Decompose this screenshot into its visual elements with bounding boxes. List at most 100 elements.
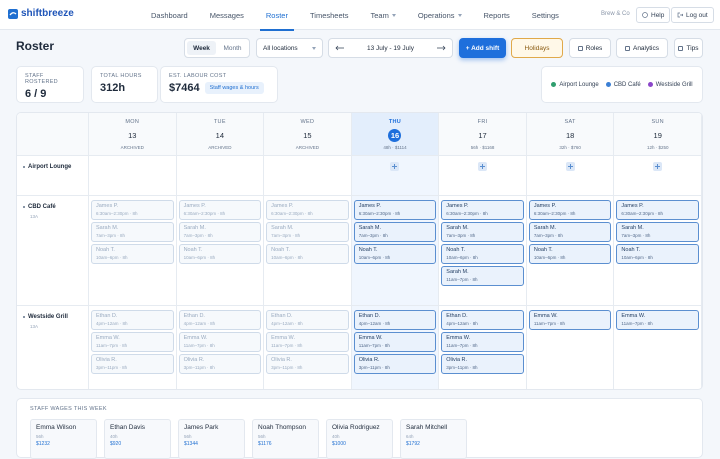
shift-staff: Olivia R. — [358, 357, 380, 363]
roster-cell: James P. 6:30am–2:30pm · 8h Sarah M. 7am–3p… — [176, 196, 265, 306]
wage-amount: $1792 — [406, 441, 420, 447]
nav-link[interactable]: Operations — [407, 0, 473, 30]
shift-card[interactable]: Emma W. 11am–7pm · 8h — [441, 332, 524, 352]
action-button[interactable]: + Add shift — [459, 38, 506, 58]
day-header: FRI 17 56h · $1168 — [439, 113, 527, 156]
shift-time: 3pm–11pm · 8h — [446, 365, 478, 370]
shift-card[interactable]: Noah T. 10am–6pm · 8h — [616, 244, 699, 264]
shift-card[interactable]: Ethan D. 4pm–12am · 8h — [441, 310, 524, 330]
brand[interactable]: shiftbreeze — [8, 8, 74, 19]
nav-link[interactable]: Dashboard — [140, 0, 199, 30]
shift-card[interactable]: James P. 6:30am–2:30pm · 8h — [528, 200, 612, 220]
shift-staff: James P. — [533, 203, 557, 209]
shift-staff: Sarah M. — [446, 269, 469, 275]
nav-link[interactable]: Settings — [521, 0, 570, 30]
shift-time: 11am–7pm · 8h — [533, 321, 566, 326]
location-name: CBD Café — [23, 204, 82, 210]
shift-card[interactable]: Sarah M. 7am–3pm · 8h — [616, 222, 699, 242]
roster-cell: James P. 6:30am–2:30pm · 8h Sarah M. 7am–3p… — [89, 196, 177, 306]
shift-card[interactable]: Emma W. 11am–7pm · 8h — [353, 332, 437, 352]
shift-staff: James P. — [621, 203, 644, 209]
legend-item: Westside Grill — [647, 82, 693, 88]
add-shift-button[interactable] — [653, 162, 663, 171]
action-label: + Add shift — [465, 44, 500, 52]
roster-cell: James P. 6:30am–2:30pm · 8h Sarah M. 7am–3p… — [351, 196, 440, 306]
location-filter[interactable]: All locations — [256, 38, 323, 58]
shift-card[interactable]: Sarah M. 7am–3pm · 8h — [353, 222, 437, 242]
shift-card: James P. 6:30am–2:30pm · 8h — [178, 200, 262, 220]
shift-list: James P. 6:30am–2:30pm · 8h Sarah M. 7am–3p… — [439, 196, 526, 290]
nav-link-label: Dashboard — [151, 10, 188, 20]
action-button[interactable]: Roles — [569, 38, 611, 58]
shift-card[interactable]: Olivia R. 3pm–11pm · 8h — [353, 354, 437, 374]
next-week[interactable] — [436, 45, 446, 51]
logout-icon — [677, 12, 683, 18]
shift-staff: Ethan D. — [446, 313, 468, 319]
shift-card[interactable]: Sarah M. 11am–7pm · 8h — [441, 266, 524, 286]
shift-card[interactable]: James P. 6:30am–2:30pm · 8h — [353, 200, 437, 220]
action-button[interactable]: Holidays — [511, 38, 563, 58]
nav-link[interactable]: Reports — [473, 0, 521, 30]
roster-cell — [526, 156, 615, 196]
shift-card: Emma W. 11am–7pm · 8h — [266, 332, 349, 352]
shift-card[interactable]: Sarah M. 7am–3pm · 8h — [441, 222, 524, 242]
roster-grid: MON 13 ARCHIVED TUE 14 ARCHIVED WED 15 ARCHIVED T… — [16, 112, 703, 390]
shift-card: Noah T. 10am–6pm · 8h — [178, 244, 262, 264]
shift-time: 10am–6pm · 8h — [621, 255, 653, 260]
nav-link[interactable]: Roster — [255, 0, 299, 31]
add-shift-button[interactable] — [390, 162, 400, 171]
shift-list: Emma W. 11am–7pm · 8h — [527, 306, 614, 334]
shift-card[interactable]: Sarah M. 7am–3pm · 8h — [528, 222, 612, 242]
location-label-cell: CBD Café 13A — [17, 196, 89, 306]
shift-card[interactable]: Noah T. 10am–6pm · 8h — [441, 244, 524, 264]
nav-link-label: Operations — [417, 10, 455, 20]
shift-staff: Noah T. — [533, 247, 553, 253]
prev-week[interactable] — [335, 45, 345, 51]
shift-time: 10am–6pm · 8h — [358, 255, 391, 260]
dropdown-caret — [391, 13, 396, 17]
shift-card[interactable]: Emma W. 11am–7pm · 8h — [528, 310, 612, 330]
shift-card[interactable]: James P. 6:30am–2:30pm · 8h — [616, 200, 699, 220]
roster-cell — [351, 156, 440, 196]
action-button[interactable]: Tips — [674, 38, 703, 58]
shift-card[interactable]: Ethan D. 4pm–12am · 8h — [353, 310, 437, 330]
shift-time: 11am–7pm · 8h — [446, 343, 478, 348]
legend-label: Airport Lounge — [559, 81, 599, 88]
shift-card[interactable]: Emma W. 11am–7pm · 8h — [616, 310, 699, 330]
shift-staff: Noah T. — [96, 247, 115, 253]
shift-time: 6:30am–2:30pm · 8h — [533, 211, 576, 216]
shift-card[interactable]: Noah T. 10am–6pm · 8h — [353, 244, 437, 264]
roster-cell — [176, 156, 265, 196]
logout-button[interactable]: Log out — [671, 7, 714, 23]
shift-staff: Olivia R. — [271, 357, 292, 363]
add-shift-button[interactable] — [478, 162, 488, 171]
shift-card[interactable]: Olivia R. 3pm–11pm · 8h — [441, 354, 524, 374]
wage-amount: $1232 — [36, 441, 50, 447]
wage-hours: 56h — [258, 434, 266, 439]
stat-badge[interactable]: Staff wages & hours — [204, 82, 264, 94]
nav-link[interactable]: Team — [359, 0, 406, 30]
day-of-week: THU — [388, 119, 402, 125]
nav-link[interactable]: Timesheets — [299, 0, 360, 30]
help-label: Help — [651, 11, 665, 19]
shift-staff: Ethan D. — [183, 313, 205, 319]
logout-label: Log out — [686, 11, 708, 19]
dropdown-caret — [312, 46, 316, 50]
brand-name: shiftbreeze — [21, 8, 74, 19]
view-option[interactable]: Week — [187, 41, 216, 55]
shift-card[interactable]: Noah T. 10am–6pm · 8h — [528, 244, 612, 264]
view-option[interactable]: Month — [223, 44, 242, 52]
day-of-week: SUN — [651, 119, 664, 125]
stat-value: $7464 — [169, 82, 200, 94]
shift-time: 7am–3pm · 8h — [183, 233, 213, 238]
shift-time: 3pm–11pm · 8h — [358, 365, 390, 370]
shift-time: 7am–3pm · 8h — [271, 233, 301, 238]
shift-card[interactable]: James P. 6:30am–2:30pm · 8h — [441, 200, 524, 220]
shift-time: 6:30am–2:30pm · 8h — [358, 211, 401, 216]
nav-link[interactable]: Messages — [199, 0, 255, 30]
add-shift-button[interactable] — [565, 162, 575, 171]
roster-cell: Ethan D. 4pm–12am · 8h Emma W. 11am–7pm · 8… — [439, 306, 527, 389]
dropdown-caret — [457, 13, 462, 17]
action-button[interactable]: Analytics — [616, 38, 668, 58]
help-button[interactable]: Help — [636, 7, 671, 23]
